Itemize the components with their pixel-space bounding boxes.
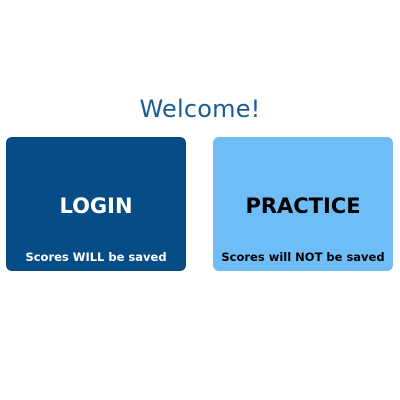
practice-button[interactable]: PRACTICE Scores will NOT be saved	[213, 137, 393, 271]
login-title: LOGIN	[59, 194, 133, 218]
login-button[interactable]: LOGIN Scores WILL be saved	[6, 137, 186, 271]
welcome-heading: Welcome!	[139, 95, 261, 123]
login-subtitle: Scores WILL be saved	[25, 250, 167, 264]
practice-title: PRACTICE	[245, 194, 361, 218]
practice-subtitle: Scores will NOT be saved	[221, 250, 385, 264]
